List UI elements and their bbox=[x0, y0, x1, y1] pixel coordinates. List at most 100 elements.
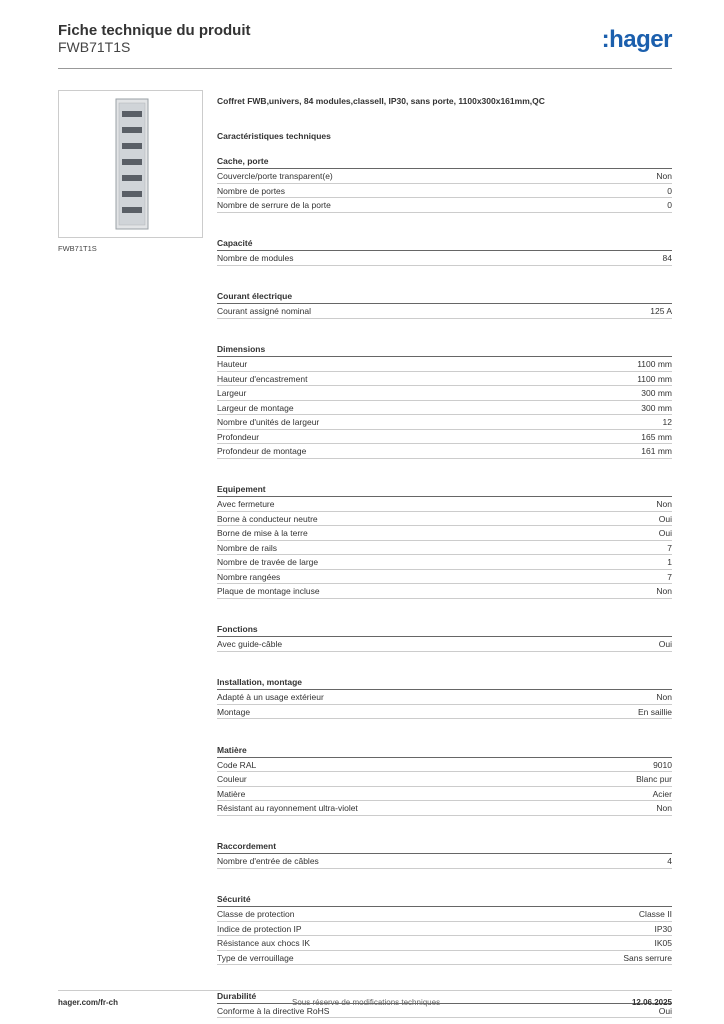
description: Coffret FWB,univers, 84 modules,classeII… bbox=[217, 96, 545, 106]
spec-row: Couleur Blanc pur bbox=[217, 772, 672, 787]
spec-row: Hauteur 1100 mm bbox=[217, 357, 672, 372]
section-title: Capacité bbox=[217, 237, 672, 251]
spec-value: Non bbox=[656, 499, 672, 509]
spec-value: En saillie bbox=[637, 706, 672, 717]
spec-value: IK05 bbox=[654, 938, 673, 948]
spec-row: Avec fermeture Non bbox=[217, 497, 672, 512]
spec-label: Profondeur de montage bbox=[217, 446, 307, 456]
spec-row: Borne à conducteur neutre Oui bbox=[217, 512, 672, 526]
spec-value: Non bbox=[656, 171, 672, 181]
spec-row: Largeur de montage 300 mm bbox=[217, 401, 672, 415]
spec-row: Nombre de travée de large 1 bbox=[217, 555, 672, 570]
spec-label: Couleur bbox=[217, 774, 247, 784]
footer-date: 12.06.2025 bbox=[631, 998, 672, 1007]
spec-row: Conforme à la directive RoHS Oui bbox=[217, 1004, 672, 1018]
spec-value: 9010 bbox=[653, 759, 672, 770]
section-title: Fonctions bbox=[217, 623, 672, 637]
spec-label: Nombre de modules bbox=[217, 253, 294, 263]
spec-row: Nombre de portes 0 bbox=[217, 184, 672, 198]
spec-label: Nombre d'entrée de câbles bbox=[217, 856, 319, 866]
spec-label: Hauteur bbox=[217, 359, 248, 369]
spec-value: Oui bbox=[658, 528, 672, 538]
spec-value: 7 bbox=[667, 542, 672, 553]
spec-label: Avec guide-câble bbox=[217, 639, 283, 649]
spec-label: Borne de mise à la terre bbox=[217, 528, 308, 538]
spec-value: Non bbox=[656, 803, 672, 813]
section-title: Dimensions bbox=[217, 343, 672, 357]
spec-value: 84 bbox=[662, 253, 672, 263]
spec-label: Nombre de rails bbox=[217, 542, 277, 553]
spec-row: Hauteur d'encastrement 1100 mm bbox=[217, 372, 672, 386]
spec-row: Type de verrouillage Sans serrure bbox=[217, 951, 672, 965]
spec-value: Sans serrure bbox=[623, 952, 672, 963]
divider bbox=[58, 990, 672, 991]
spec-label: Nombre rangées bbox=[217, 571, 281, 582]
spec-label: Conforme à la directive RoHS bbox=[217, 1005, 330, 1016]
spec-label: Nombre d'unités de largeur bbox=[217, 417, 320, 427]
spec-label: Plaque de montage incluse bbox=[217, 586, 320, 596]
spec-row: Nombre de serrure de la porte 0 bbox=[217, 198, 672, 213]
logo[interactable]: :hager bbox=[601, 26, 673, 53]
spec-label: Profondeur bbox=[217, 431, 260, 442]
spec-value: 1100 mm bbox=[637, 359, 672, 369]
product-image bbox=[58, 90, 203, 238]
spec-label: Nombre de travée de large bbox=[217, 557, 319, 567]
spec-label: Classe de protection bbox=[217, 909, 295, 919]
image-caption: FWB71T1S bbox=[58, 244, 97, 253]
spec-label: Matière bbox=[217, 788, 246, 799]
section-title: Installation, montage bbox=[217, 676, 672, 690]
spec-row: Résistant au rayonnement ultra-violet Non bbox=[217, 801, 672, 816]
section-title: Sécurité bbox=[217, 893, 672, 907]
spec-row: Nombre rangées 7 bbox=[217, 570, 672, 584]
spec-value: 1100 mm bbox=[637, 373, 672, 384]
spec-row: Largeur 300 mm bbox=[217, 386, 672, 401]
spec-value: Oui bbox=[658, 513, 672, 524]
spec-value: Non bbox=[656, 586, 672, 596]
spec-label: Montage bbox=[217, 706, 251, 717]
spec-label: Code RAL bbox=[217, 759, 257, 770]
spec-row: Avec guide-câble Oui bbox=[217, 637, 672, 652]
section-title: Equipement bbox=[217, 483, 672, 497]
spec-value: 300 mm bbox=[641, 402, 672, 413]
spec-label: Largeur bbox=[217, 388, 247, 398]
spec-row: Classe de protection Classe II bbox=[217, 907, 672, 922]
spec-row: Couvercle/porte transparent(e) Non bbox=[217, 169, 672, 184]
spec-row: Profondeur de montage 161 mm bbox=[217, 444, 672, 459]
spec-row: Nombre d'unités de largeur 12 bbox=[217, 415, 672, 430]
spec-value: 165 mm bbox=[641, 431, 672, 442]
spec-row: Nombre de rails 7 bbox=[217, 541, 672, 555]
spec-label: Avec fermeture bbox=[217, 499, 275, 509]
divider bbox=[58, 68, 672, 69]
spec-value: Oui bbox=[658, 639, 672, 649]
spec-label: Largeur de montage bbox=[217, 402, 294, 413]
section-title: Durabilité bbox=[217, 990, 672, 1004]
spec-value: 125 A bbox=[650, 306, 672, 316]
spec-label: Hauteur d'encastrement bbox=[217, 373, 308, 384]
spec-row: Montage En saillie bbox=[217, 705, 672, 719]
spec-label: Couvercle/porte transparent(e) bbox=[217, 171, 333, 181]
spec-row: Code RAL 9010 bbox=[217, 758, 672, 772]
spec-label: Résistant au rayonnement ultra-violet bbox=[217, 803, 358, 813]
spec-row: Plaque de montage incluse Non bbox=[217, 584, 672, 599]
footer-link[interactable]: hager.com/fr-ch bbox=[58, 998, 119, 1007]
spec-label: Nombre de portes bbox=[217, 185, 286, 196]
product-drawing bbox=[115, 98, 149, 230]
spec-value: Oui bbox=[658, 1005, 672, 1016]
spec-value: IP30 bbox=[654, 923, 673, 934]
section-title: Courant électrique bbox=[217, 290, 672, 304]
spec-row: Profondeur 165 mm bbox=[217, 430, 672, 444]
footer-note: Sous réserve de modifications techniques bbox=[292, 998, 441, 1007]
spec-label: Indice de protection IP bbox=[217, 923, 302, 934]
spec-value: 12 bbox=[662, 417, 672, 427]
spec-value: Blanc pur bbox=[636, 774, 672, 784]
spec-label: Type de verrouillage bbox=[217, 952, 294, 963]
title: Fiche technique du produit bbox=[58, 22, 251, 39]
section-title: Cache, porte bbox=[217, 155, 672, 169]
spec-row: Courant assigné nominal 125 A bbox=[217, 304, 672, 319]
spec-row: Nombre de modules 84 bbox=[217, 251, 672, 266]
section-title: Matière bbox=[217, 744, 672, 758]
spec-row: Résistance aux chocs IK IK05 bbox=[217, 936, 672, 951]
spec-row: Matière Acier bbox=[217, 787, 672, 801]
spec-value: 1 bbox=[667, 557, 672, 567]
